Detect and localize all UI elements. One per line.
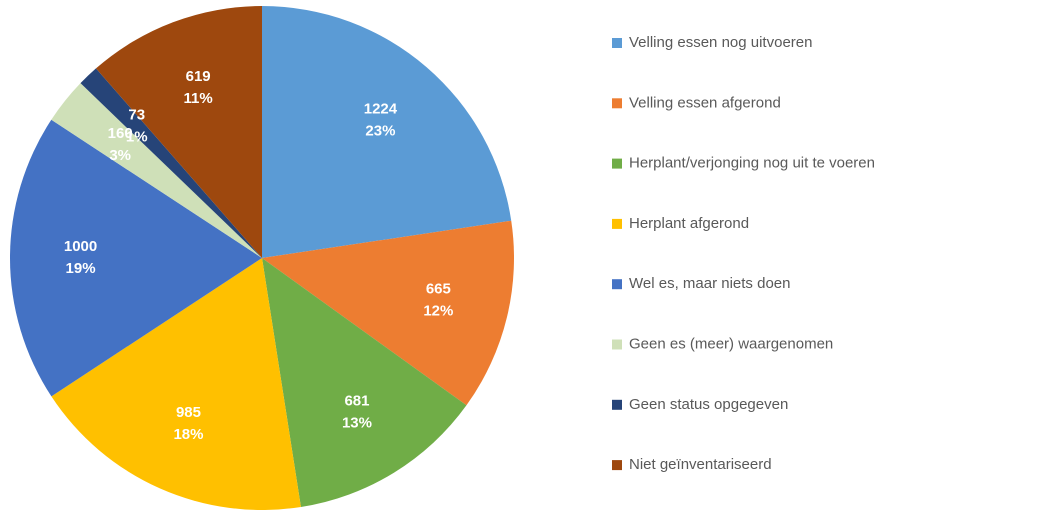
- data-label-percent: 23%: [365, 123, 395, 140]
- data-label-percent: 12%: [423, 303, 453, 320]
- data-label-percent: 13%: [342, 415, 372, 432]
- pie-slice: [51, 258, 301, 510]
- data-label-percent: 3%: [109, 147, 131, 164]
- data-label-value: 665: [426, 281, 451, 298]
- legend-swatch: [612, 399, 622, 410]
- legend-swatch: [612, 460, 622, 471]
- data-label-value: 985: [176, 404, 201, 421]
- legend-label: Niet geïnventariseerd: [629, 456, 772, 473]
- data-label-value: 619: [186, 68, 211, 85]
- pie-slice: [51, 83, 263, 259]
- pie-slice: [262, 258, 467, 507]
- data-label-percent: 11%: [184, 90, 213, 107]
- pie-slice: [9, 119, 262, 397]
- legend-swatch: [612, 38, 622, 48]
- data-label-value: 1224: [364, 101, 398, 118]
- pie-slice: [95, 6, 263, 258]
- data-label-value: 1000: [64, 238, 97, 255]
- legend-swatch: [612, 98, 622, 109]
- legend-label: Herplant/verjonging nog uit te voeren: [629, 155, 875, 172]
- legend-label: Geen status opgegeven: [629, 396, 788, 413]
- data-label-value: 73: [128, 107, 145, 124]
- data-label-percent: 1%: [126, 129, 148, 146]
- legend-swatch: [612, 279, 622, 290]
- legend-label: Herplant afgerond: [629, 215, 749, 232]
- legend-swatch: [612, 339, 622, 350]
- legend-swatch: [612, 218, 622, 229]
- legend-label: Wel es, maar niets doen: [629, 275, 790, 292]
- legend-label: Velling essen afgerond: [629, 94, 781, 111]
- data-label-value: 681: [344, 393, 369, 410]
- legend-label: Geen es (meer) waargenomen: [629, 335, 833, 352]
- data-label-percent: 19%: [66, 260, 96, 277]
- pie-slice: [262, 220, 514, 406]
- pie-slice: [262, 6, 512, 258]
- data-label-value: 160: [108, 125, 133, 142]
- pie-slice: [80, 68, 263, 258]
- legend-label: Velling essen nog uitvoeren: [629, 34, 812, 51]
- data-label-percent: 18%: [173, 426, 203, 443]
- legend-swatch: [612, 158, 622, 169]
